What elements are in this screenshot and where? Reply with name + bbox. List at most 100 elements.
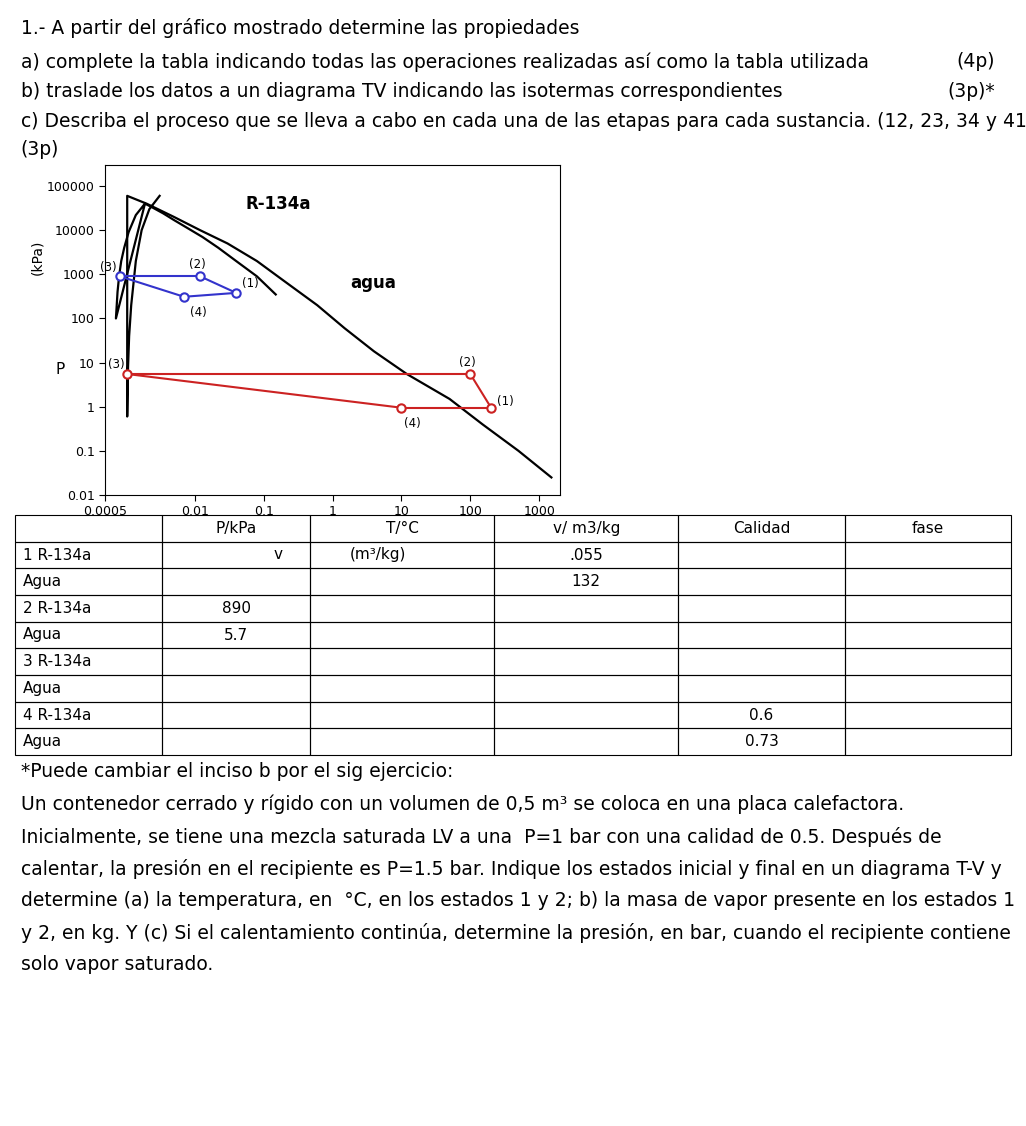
Bar: [162, 542, 310, 569]
Text: 132: 132: [571, 574, 600, 589]
Bar: [162, 674, 310, 701]
Text: (4p): (4p): [956, 52, 995, 71]
Text: 1.- A partir del gráfico mostrado determine las propiedades: 1.- A partir del gráfico mostrado determ…: [21, 18, 579, 38]
Bar: [678, 649, 844, 674]
Text: (3p)*: (3p)*: [948, 82, 995, 101]
Bar: [844, 701, 1011, 729]
Bar: [844, 729, 1011, 756]
Text: (4): (4): [404, 417, 421, 430]
Bar: [310, 595, 495, 622]
Text: 0.6: 0.6: [749, 707, 774, 723]
Bar: [15, 515, 162, 542]
Bar: [495, 595, 678, 622]
Bar: [162, 701, 310, 729]
Text: 890: 890: [222, 601, 250, 616]
Bar: [310, 515, 495, 542]
Text: 3 R-134a: 3 R-134a: [23, 654, 91, 669]
Text: fase: fase: [912, 521, 944, 536]
Text: (3): (3): [101, 261, 117, 274]
Text: 4 R-134a: 4 R-134a: [23, 707, 91, 723]
Bar: [678, 674, 844, 701]
Bar: [15, 649, 162, 674]
Text: 0.73: 0.73: [745, 734, 779, 749]
Text: 2 R-134a: 2 R-134a: [23, 601, 91, 616]
Bar: [495, 515, 678, 542]
Text: (2): (2): [189, 258, 206, 271]
Text: (kPa): (kPa): [30, 240, 44, 275]
Text: T/°C: T/°C: [386, 521, 419, 536]
Bar: [162, 649, 310, 674]
Bar: [162, 622, 310, 649]
Text: 1 R-134a: 1 R-134a: [23, 547, 91, 563]
Bar: [15, 674, 162, 701]
Text: (1): (1): [497, 395, 513, 408]
Bar: [495, 674, 678, 701]
Text: .055: .055: [569, 547, 603, 563]
Text: (4): (4): [190, 306, 206, 319]
Text: b) traslade los datos a un diagrama TV indicando las isotermas correspondientes: b) traslade los datos a un diagrama TV i…: [21, 82, 782, 101]
Text: (1): (1): [242, 277, 259, 291]
Bar: [162, 569, 310, 595]
Text: y 2, en kg. Y (c) Si el calentamiento continúa, determine la presión, en bar, cu: y 2, en kg. Y (c) Si el calentamiento co…: [21, 923, 1011, 942]
Text: determine (a) la temperatura, en  °C, en los estados 1 y 2; b) la masa de vapor : determine (a) la temperatura, en °C, en …: [21, 891, 1015, 910]
Bar: [310, 674, 495, 701]
Text: (m³/kg): (m³/kg): [350, 547, 406, 562]
Bar: [15, 569, 162, 595]
Text: v: v: [273, 547, 282, 562]
Bar: [310, 701, 495, 729]
Bar: [678, 542, 844, 569]
Bar: [495, 542, 678, 569]
Bar: [495, 569, 678, 595]
Bar: [844, 569, 1011, 595]
Bar: [310, 649, 495, 674]
Text: Agua: Agua: [23, 734, 63, 749]
Bar: [844, 542, 1011, 569]
Text: a) complete la tabla indicando todas las operaciones realizadas así como la tabl: a) complete la tabla indicando todas las…: [21, 52, 869, 71]
Bar: [678, 729, 844, 756]
Text: Inicialmente, se tiene una mezcla saturada LV a una  P=1 bar con una calidad de : Inicialmente, se tiene una mezcla satura…: [21, 826, 941, 847]
Text: Agua: Agua: [23, 627, 63, 643]
Bar: [495, 701, 678, 729]
Text: solo vapor saturado.: solo vapor saturado.: [21, 955, 212, 974]
Bar: [678, 622, 844, 649]
Text: R-134a: R-134a: [245, 195, 311, 213]
Bar: [495, 649, 678, 674]
Bar: [162, 729, 310, 756]
Bar: [310, 729, 495, 756]
Text: Un contenedor cerrado y rígido con un volumen de 0,5 m³ se coloca en una placa c: Un contenedor cerrado y rígido con un vo…: [21, 795, 904, 814]
Bar: [844, 649, 1011, 674]
Bar: [162, 515, 310, 542]
Text: (2): (2): [460, 356, 476, 368]
Bar: [844, 674, 1011, 701]
Bar: [495, 622, 678, 649]
Bar: [15, 622, 162, 649]
Bar: [678, 569, 844, 595]
Bar: [15, 542, 162, 569]
Text: Calidad: Calidad: [733, 521, 790, 536]
Text: Agua: Agua: [23, 574, 63, 589]
Text: c) Describa el proceso que se lleva a cabo en cada una de las etapas para cada s: c) Describa el proceso que se lleva a ca…: [21, 111, 1026, 131]
Bar: [162, 595, 310, 622]
Bar: [15, 701, 162, 729]
Text: calentar, la presión en el recipiente es P=1.5 bar. Indique los estados inicial : calentar, la presión en el recipiente es…: [21, 859, 1001, 879]
Bar: [15, 729, 162, 756]
Text: P/kPa: P/kPa: [215, 521, 256, 536]
Bar: [310, 542, 495, 569]
Bar: [678, 595, 844, 622]
Bar: [844, 595, 1011, 622]
Text: P: P: [55, 363, 65, 377]
Bar: [310, 569, 495, 595]
Text: *Puede cambiar el inciso b por el sig ejercicio:: *Puede cambiar el inciso b por el sig ej…: [21, 762, 452, 781]
Bar: [678, 515, 844, 542]
Text: v/ m3/kg: v/ m3/kg: [553, 521, 620, 536]
Bar: [844, 622, 1011, 649]
Bar: [15, 595, 162, 622]
Bar: [495, 729, 678, 756]
Bar: [844, 515, 1011, 542]
Text: Agua: Agua: [23, 681, 63, 696]
Bar: [310, 622, 495, 649]
Bar: [678, 701, 844, 729]
Text: agua: agua: [350, 274, 396, 292]
Text: 5.7: 5.7: [224, 627, 248, 643]
Text: (3): (3): [108, 358, 125, 372]
